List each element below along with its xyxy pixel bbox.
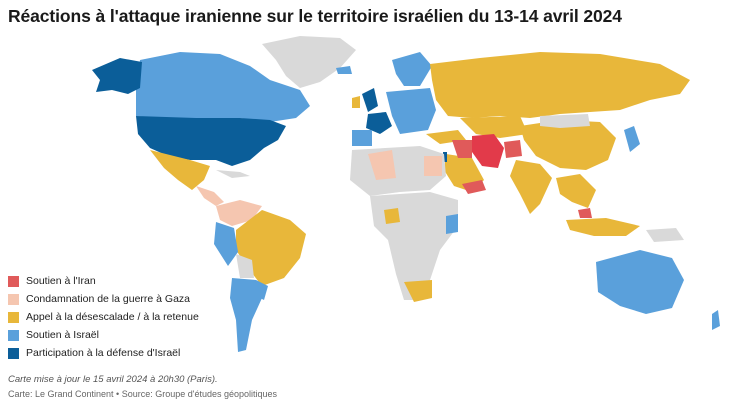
- iceland: [336, 66, 352, 74]
- legend-swatch: [8, 329, 19, 341]
- legend-swatch: [8, 275, 19, 287]
- greenland: [262, 36, 356, 88]
- legend: Soutien à l'Iran Condamnation de la guer…: [8, 272, 228, 362]
- southeast-asia: [556, 174, 596, 208]
- south-africa: [404, 280, 432, 302]
- legend-item: Appel à la désescalade / à la retenue: [8, 308, 228, 326]
- brazil: [236, 210, 306, 286]
- source-credit: Carte: Le Grand Continent • Source: Grou…: [8, 389, 278, 399]
- france: [366, 112, 392, 134]
- nigeria: [384, 208, 400, 224]
- argentina: [230, 278, 262, 352]
- russia: [430, 52, 690, 118]
- legend-swatch: [8, 347, 19, 359]
- iran: [472, 134, 504, 168]
- peru: [214, 222, 238, 266]
- update-note: Carte mise à jour le 15 avril 2024 à 20h…: [8, 374, 218, 385]
- world-map: [92, 36, 720, 352]
- algeria: [368, 150, 396, 180]
- paraguay: [256, 280, 268, 300]
- mexico: [150, 150, 210, 190]
- yemen: [462, 180, 486, 194]
- iraq-syria: [452, 140, 472, 158]
- egypt: [424, 156, 442, 176]
- central-europe: [386, 88, 436, 134]
- caribbean: [216, 170, 250, 178]
- legend-label: Appel à la désescalade / à la retenue: [26, 311, 199, 323]
- china: [520, 120, 616, 170]
- ireland: [352, 96, 360, 108]
- papua: [646, 228, 684, 242]
- legend-item: Participation à la défense d'Israël: [8, 344, 228, 362]
- legend-label: Soutien à l'Iran: [26, 275, 96, 287]
- central-america: [196, 186, 224, 206]
- kenya: [446, 214, 458, 234]
- legend-swatch: [8, 311, 19, 323]
- indonesia: [566, 218, 640, 236]
- iberia: [352, 130, 372, 146]
- mongolia: [540, 114, 590, 128]
- scandinavia: [392, 52, 432, 86]
- legend-label: Soutien à Israël: [26, 329, 99, 341]
- india: [510, 160, 552, 214]
- united-states: [136, 116, 286, 166]
- malaysia: [578, 208, 592, 218]
- new-zealand: [712, 310, 720, 330]
- legend-item: Soutien à Israël: [8, 326, 228, 344]
- australia: [596, 250, 684, 314]
- legend-item: Condamnation de la guerre à Gaza: [8, 290, 228, 308]
- uk: [362, 88, 378, 112]
- bolivia: [236, 254, 254, 278]
- legend-item: Soutien à l'Iran: [8, 272, 228, 290]
- map-title: Réactions à l'attaque iranienne sur le t…: [8, 6, 622, 26]
- central-asia: [460, 116, 528, 138]
- legend-label: Condamnation de la guerre à Gaza: [26, 293, 191, 305]
- afghanistan: [504, 140, 522, 158]
- alaska: [92, 58, 142, 94]
- japan: [624, 126, 640, 152]
- legend-swatch: [8, 293, 19, 305]
- canada: [136, 52, 310, 122]
- legend-label: Participation à la défense d'Israël: [26, 347, 181, 359]
